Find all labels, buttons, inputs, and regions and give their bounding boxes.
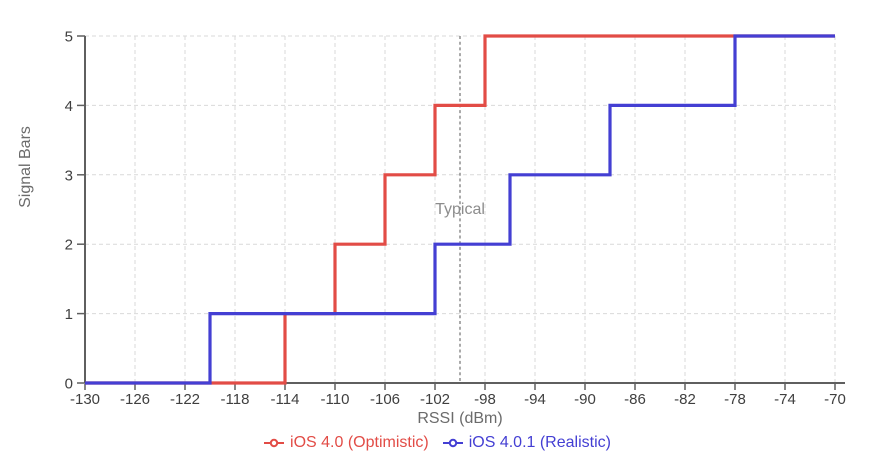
- x-tick-label: -98: [474, 391, 496, 408]
- x-tick-label: -86: [624, 391, 646, 408]
- x-tick-label: -74: [774, 391, 796, 408]
- legend-label: iOS 4.0 (Optimistic): [290, 434, 429, 451]
- legend-label: iOS 4.0.1 (Realistic): [468, 434, 611, 451]
- x-tick-label: -114: [271, 391, 300, 408]
- x-axis-title: RSSI (dBm): [417, 410, 502, 427]
- x-tick-label: -126: [120, 391, 150, 408]
- series-lines: [85, 34, 835, 385]
- legend-item-ios-4-0-1-realistic[interactable]: iOS 4.0.1 (Realistic): [442, 434, 611, 452]
- x-tick-label: -110: [321, 391, 350, 408]
- legend-item-ios-4-0-optimistic[interactable]: iOS 4.0 (Optimistic): [264, 434, 429, 452]
- y-tick-label: 5: [65, 29, 73, 46]
- y-tick-label: 0: [65, 376, 73, 393]
- axes: -130 -126 -122 -118 -114 -110 -106 -102 -98 -94 -9…: [65, 29, 846, 409]
- x-tick-label: -130: [70, 391, 100, 408]
- x-tick-label: -82: [674, 391, 696, 408]
- series-step-line: [85, 34, 835, 385]
- x-tick-label: -90: [574, 391, 596, 408]
- typical-annotation-label: Typical: [435, 201, 485, 218]
- x-tick-label: -118: [221, 391, 250, 408]
- x-tick-label: -78: [724, 391, 746, 408]
- y-tick-label: 1: [65, 306, 73, 323]
- x-tick-label: -94: [524, 391, 546, 408]
- legend: iOS 4.0 (Optimistic) iOS 4.0.1 (Realisti…: [0, 430, 875, 456]
- legend-line-circle-icon: [264, 438, 285, 448]
- y-axis-title: Signal Bars: [17, 126, 34, 208]
- y-tick-label: 2: [65, 237, 73, 254]
- x-tick-label: -102: [420, 391, 450, 408]
- x-tick-label: -122: [170, 391, 200, 408]
- chart-plot-area: -130 -126 -122 -118 -114 -110 -106 -102 -98 -94 -9…: [17, 29, 846, 428]
- x-tick-label: -106: [370, 391, 400, 408]
- y-tick-label: 3: [65, 167, 73, 184]
- legend-line-circle-icon: [442, 438, 463, 448]
- y-tick-label: 4: [65, 98, 73, 115]
- series-step-line: [85, 34, 835, 385]
- x-tick-label: -70: [824, 391, 846, 408]
